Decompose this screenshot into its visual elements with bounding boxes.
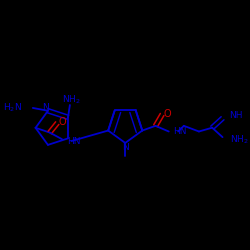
Text: N: N	[42, 104, 48, 112]
Text: O: O	[58, 117, 66, 127]
Text: NH$_2$: NH$_2$	[62, 93, 81, 106]
Text: N: N	[122, 143, 128, 152]
Text: HN: HN	[67, 136, 80, 145]
Text: H$_2$N: H$_2$N	[2, 102, 22, 114]
Text: HN: HN	[174, 127, 187, 136]
Text: O: O	[163, 108, 171, 118]
Text: NH: NH	[229, 111, 243, 120]
Text: NH$_2$: NH$_2$	[230, 134, 249, 146]
